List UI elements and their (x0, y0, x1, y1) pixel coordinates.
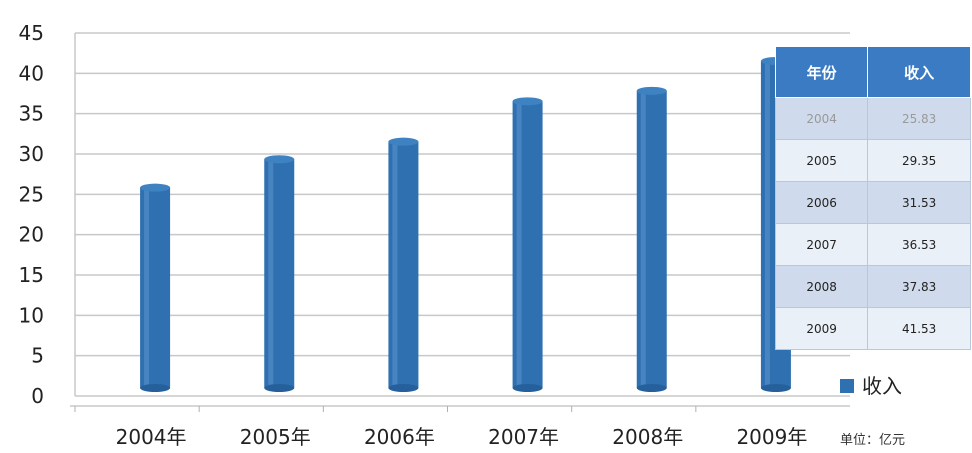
table-cell-income: 31.53 (867, 181, 971, 224)
table-cell-income: 41.53 (867, 307, 971, 350)
bar-cap (264, 155, 295, 164)
y-tick-label: 35 (19, 102, 44, 126)
bar-base (140, 384, 171, 392)
bar-base (512, 384, 543, 392)
y-tick-label: 15 (19, 263, 44, 287)
y-axis: 0 5 10 15 20 25 30 35 40 45 (19, 21, 76, 408)
bar (140, 183, 171, 392)
x-tick-label: 2008年 (612, 425, 683, 449)
table-cell-year: 2009 (774, 307, 869, 350)
y-tick-label: 20 (19, 223, 44, 247)
y-tick-label: 5 (31, 344, 44, 368)
bar-cap (512, 97, 543, 106)
y-tick-label: 10 (19, 303, 44, 327)
bar-base (264, 384, 295, 392)
table-cell-income: 37.83 (867, 265, 971, 308)
table-row: 2004 25.83 (774, 97, 971, 140)
bar-cap (388, 137, 419, 146)
bar-highlight (144, 189, 150, 386)
x-tick-label: 2005年 (240, 425, 311, 449)
y-tick-label: 45 (19, 21, 44, 45)
bar (388, 137, 419, 392)
y-tick-label: 40 (19, 61, 44, 85)
bar-cap (636, 86, 667, 95)
bar-base (388, 384, 419, 392)
table-header-income: 收入 (867, 46, 971, 98)
table-cell-income: 36.53 (867, 223, 971, 266)
table-row: 2008 37.83 (774, 265, 971, 308)
bar-base (636, 384, 667, 392)
table-header-year: 年份 (774, 46, 869, 98)
x-tick-label: 2006年 (364, 425, 435, 449)
bar-cap (140, 183, 171, 192)
table-cell-year: 2006 (774, 181, 869, 224)
bar-highlight (516, 103, 522, 386)
bar (636, 86, 667, 392)
data-table: 年份 收入 2004 25.83 2005 29.35 2006 31.53 2… (774, 46, 971, 350)
y-tick-label: 30 (19, 142, 44, 166)
legend-swatch (840, 379, 854, 393)
x-tick-label: 2009年 (736, 425, 807, 449)
x-tick-label: 2007年 (488, 425, 559, 449)
table-cell-income: 25.83 (867, 97, 971, 140)
table-row: 2005 29.35 (774, 139, 971, 182)
table-header-row: 年份 收入 (774, 46, 971, 98)
bar-base (760, 384, 791, 392)
bar-highlight (392, 143, 398, 386)
bar-highlight (764, 62, 770, 386)
table-cell-year: 2005 (774, 139, 869, 182)
legend-label: 收入 (862, 374, 902, 398)
unit-note: 单位：亿元 (840, 433, 905, 448)
table-cell-year: 2004 (774, 97, 869, 140)
table-row: 2009 41.53 (774, 307, 971, 350)
x-tick-label: 2004年 (116, 425, 187, 449)
bar-highlight (268, 161, 274, 386)
bar-highlight (640, 92, 646, 386)
x-axis: 2004年 2005年 2006年 2007年 2008年 2009年 (70, 405, 850, 449)
gridlines (75, 32, 850, 397)
legend: 收入 (840, 374, 902, 398)
table-row: 2006 31.53 (774, 181, 971, 224)
table-row: 2007 36.53 (774, 223, 971, 266)
y-tick-label: 25 (19, 182, 44, 206)
table-cell-year: 2007 (774, 223, 869, 266)
bar (264, 155, 295, 392)
table-cell-year: 2008 (774, 265, 869, 308)
bars (140, 56, 791, 392)
y-tick-label: 0 (31, 384, 44, 408)
bar (512, 97, 543, 392)
table-cell-income: 29.35 (867, 139, 971, 182)
